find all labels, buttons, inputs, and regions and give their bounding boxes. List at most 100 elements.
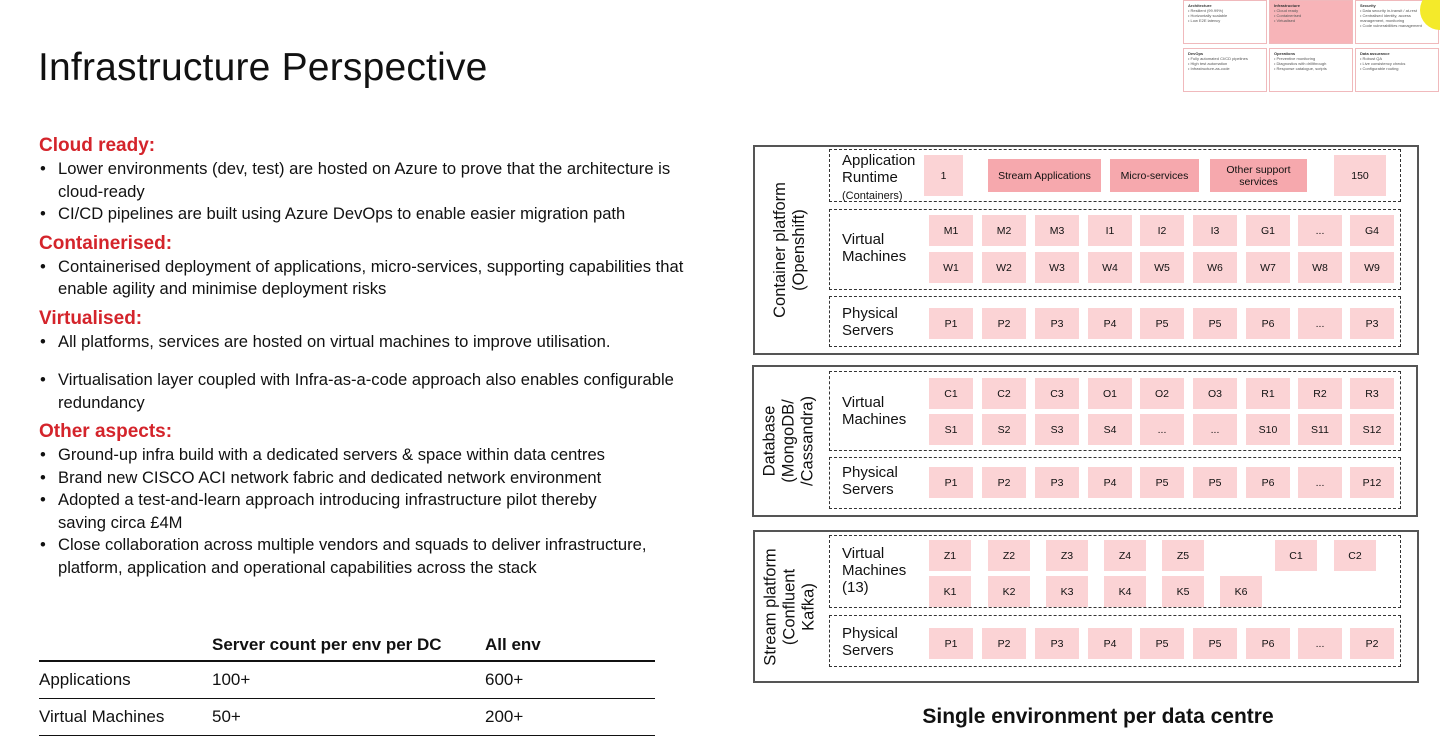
thumbnail-cell: Infrastructure • Cloud ready • Containeris… (1269, 0, 1353, 44)
server-box: Micro-services (1110, 159, 1199, 192)
server-box: P3 (1035, 628, 1079, 659)
bullet-item: Adopted a test-and-learn approach introd… (39, 489, 719, 534)
server-box: O1 (1088, 378, 1132, 409)
server-box: P5 (1193, 628, 1237, 659)
server-box: P5 (1140, 308, 1184, 339)
platform-label: Database (MongoDB/ /Cassandra) (761, 370, 818, 512)
section-heading: Other aspects: (39, 420, 719, 444)
tier-label: Physical Servers (842, 464, 898, 498)
server-box: G1 (1246, 215, 1290, 246)
table-cell: 100+ (212, 661, 485, 699)
server-box: C1 (929, 378, 973, 409)
server-box: K2 (988, 576, 1030, 607)
table-header-cell: Server count per env per DC (212, 630, 485, 661)
tier-label: Application Runtime (Containers) (842, 152, 915, 205)
bullet-item: Ground-up infra build with a dedicated s… (39, 444, 719, 467)
server-box: ... (1298, 215, 1342, 246)
server-box: P6 (1246, 467, 1290, 498)
server-box: C1 (1275, 540, 1317, 571)
server-box: P12 (1350, 467, 1394, 498)
server-box: R2 (1298, 378, 1342, 409)
server-box: ... (1193, 414, 1237, 445)
tier-label: Virtual Machines (842, 394, 906, 428)
table-cell: Applications (39, 661, 212, 699)
server-box: C3 (1035, 378, 1079, 409)
server-box: P5 (1193, 308, 1237, 339)
server-box: K4 (1104, 576, 1146, 607)
section-heading: Cloud ready: (39, 134, 719, 158)
server-box: P6 (1246, 628, 1290, 659)
server-box: W5 (1140, 252, 1184, 283)
page-title: Infrastructure Perspective (38, 46, 488, 90)
table-row: Applications 100+ 600+ (39, 661, 655, 699)
server-box: Z1 (929, 540, 971, 571)
thumbnail-cell: Data assurance • Robust QA • Live consiste… (1355, 48, 1439, 92)
server-box: P1 (929, 628, 973, 659)
server-box: K5 (1162, 576, 1204, 607)
thumbnail-cell-line: • Configurable routing (1360, 66, 1434, 71)
server-box: P4 (1088, 628, 1132, 659)
server-box: W3 (1035, 252, 1079, 283)
server-box: S11 (1298, 414, 1342, 445)
bullet-sections: Cloud ready: Lower environments (dev, te… (39, 134, 719, 579)
server-box: ... (1298, 467, 1342, 498)
server-box: K3 (1046, 576, 1088, 607)
server-box: W8 (1298, 252, 1342, 283)
section-heading: Virtualised: (39, 307, 719, 331)
server-box: W4 (1088, 252, 1132, 283)
thumbnail-cell-line: • Virtualised (1274, 18, 1348, 23)
table-header-cell: All env (485, 630, 655, 661)
table-row: Virtual Machines 50+ 200+ (39, 699, 655, 736)
tier-label: Virtual Machines (842, 231, 906, 265)
server-box: K6 (1220, 576, 1262, 607)
server-box: O2 (1140, 378, 1184, 409)
server-box: I1 (1088, 215, 1132, 246)
server-box: ... (1298, 308, 1342, 339)
server-box: S4 (1088, 414, 1132, 445)
thumbnail-cell-line: • Code vulnerabilities management (1360, 23, 1434, 28)
server-box: 1 (924, 155, 963, 196)
server-box: C2 (1334, 540, 1376, 571)
tier-label: Physical Servers (842, 305, 898, 339)
server-box: R1 (1246, 378, 1290, 409)
server-box: I2 (1140, 215, 1184, 246)
server-box: Z5 (1162, 540, 1204, 571)
server-box: W1 (929, 252, 973, 283)
server-box: P5 (1140, 467, 1184, 498)
server-box: P5 (1140, 628, 1184, 659)
platform-label: Stream platform (Confluent Kafka) (762, 535, 819, 678)
platform-label: Container platform (Openshift) (771, 150, 809, 350)
tier-label: Virtual Machines (13) (842, 545, 906, 596)
server-box: P5 (1193, 467, 1237, 498)
server-box: P4 (1088, 467, 1132, 498)
server-box: Z3 (1046, 540, 1088, 571)
server-box: M3 (1035, 215, 1079, 246)
thumbnail-cell-line: • Infrastructure-as-code (1188, 66, 1262, 71)
server-box: P6 (1246, 308, 1290, 339)
server-box: W2 (982, 252, 1026, 283)
table-cell: 600+ (485, 661, 655, 699)
server-box: M1 (929, 215, 973, 246)
section-other-aspects: Other aspects: Ground-up infra build wit… (39, 420, 719, 579)
bullet-item: Brand new CISCO ACI network fabric and d… (39, 467, 719, 490)
server-box: S3 (1035, 414, 1079, 445)
table-cell: 200+ (485, 699, 655, 736)
server-box: Other support services (1210, 159, 1307, 192)
server-box: S12 (1350, 414, 1394, 445)
server-box: P2 (982, 467, 1026, 498)
bullet-item: Close collaboration across multiple vend… (39, 534, 719, 579)
server-box: W9 (1350, 252, 1394, 283)
server-box: S1 (929, 414, 973, 445)
server-count-table: Server count per env per DC All env Appl… (39, 630, 655, 736)
bullet-item: All platforms, services are hosted on vi… (39, 331, 719, 354)
table-cell: 50+ (212, 699, 485, 736)
thumbnail-cell: Architecture • Resilient (99.99%) • Horizo… (1183, 0, 1267, 44)
section-virtualised: Virtualised: All platforms, services are… (39, 307, 719, 415)
server-box: 150 (1334, 155, 1386, 196)
server-box: Z2 (988, 540, 1030, 571)
server-box: ... (1298, 628, 1342, 659)
tier-sublabel: (Containers) (842, 190, 903, 202)
table-header-cell (39, 630, 212, 661)
bullet-item: Lower environments (dev, test) are hoste… (39, 158, 719, 203)
server-box: P3 (1035, 308, 1079, 339)
